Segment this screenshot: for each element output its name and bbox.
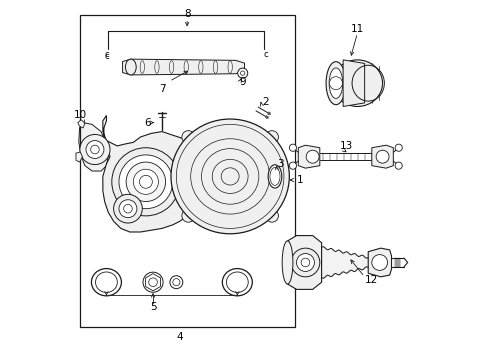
Text: 11: 11	[350, 24, 364, 35]
Circle shape	[182, 209, 194, 222]
Polygon shape	[298, 145, 319, 168]
Ellipse shape	[95, 272, 117, 292]
Ellipse shape	[125, 59, 136, 75]
Polygon shape	[78, 120, 85, 128]
Ellipse shape	[328, 68, 342, 98]
Circle shape	[133, 169, 158, 194]
Circle shape	[394, 144, 402, 151]
Circle shape	[112, 148, 180, 216]
Polygon shape	[343, 60, 364, 107]
Circle shape	[289, 162, 296, 169]
Ellipse shape	[222, 269, 252, 296]
Polygon shape	[145, 274, 160, 291]
Text: 6: 6	[144, 118, 151, 128]
Circle shape	[119, 200, 137, 218]
Polygon shape	[79, 123, 108, 171]
Circle shape	[80, 134, 110, 165]
Circle shape	[371, 255, 387, 270]
Polygon shape	[102, 116, 201, 232]
Circle shape	[123, 204, 132, 213]
Circle shape	[375, 150, 388, 163]
Circle shape	[289, 144, 296, 151]
Circle shape	[148, 278, 157, 287]
Ellipse shape	[332, 60, 382, 107]
Text: c: c	[104, 52, 108, 61]
Polygon shape	[76, 152, 82, 162]
Circle shape	[90, 145, 99, 154]
Circle shape	[237, 68, 247, 78]
Bar	[80, 15, 294, 327]
Text: 13: 13	[339, 141, 353, 151]
Circle shape	[182, 131, 194, 144]
Circle shape	[172, 279, 180, 286]
Text: 5: 5	[149, 302, 156, 312]
Ellipse shape	[267, 165, 281, 188]
Polygon shape	[287, 235, 321, 289]
Ellipse shape	[325, 62, 345, 105]
Text: 9: 9	[239, 77, 245, 87]
Text: 7: 7	[159, 84, 165, 94]
Ellipse shape	[91, 269, 121, 296]
Circle shape	[169, 276, 183, 289]
Text: c: c	[104, 50, 108, 59]
Circle shape	[329, 77, 342, 90]
Circle shape	[265, 131, 278, 144]
Circle shape	[290, 248, 319, 277]
Polygon shape	[371, 145, 392, 168]
Ellipse shape	[226, 272, 248, 292]
Circle shape	[301, 258, 309, 267]
Text: 12: 12	[365, 275, 378, 285]
Circle shape	[142, 272, 163, 292]
Circle shape	[113, 194, 142, 223]
Circle shape	[305, 150, 319, 163]
Text: 8: 8	[183, 9, 190, 19]
Circle shape	[126, 162, 165, 202]
Text: 1: 1	[296, 175, 303, 185]
Text: c: c	[263, 50, 268, 59]
Circle shape	[119, 155, 172, 209]
Circle shape	[265, 209, 278, 222]
Text: 3: 3	[277, 159, 283, 169]
Text: 2: 2	[262, 97, 268, 107]
Ellipse shape	[171, 119, 289, 234]
Text: 4: 4	[176, 332, 183, 342]
Circle shape	[296, 253, 314, 271]
Circle shape	[86, 140, 104, 158]
Ellipse shape	[269, 167, 280, 185]
Circle shape	[240, 71, 244, 75]
Ellipse shape	[282, 241, 292, 284]
Text: 10: 10	[74, 111, 87, 121]
Circle shape	[139, 175, 152, 188]
Polygon shape	[367, 248, 391, 277]
Polygon shape	[122, 59, 244, 75]
Circle shape	[394, 162, 402, 169]
